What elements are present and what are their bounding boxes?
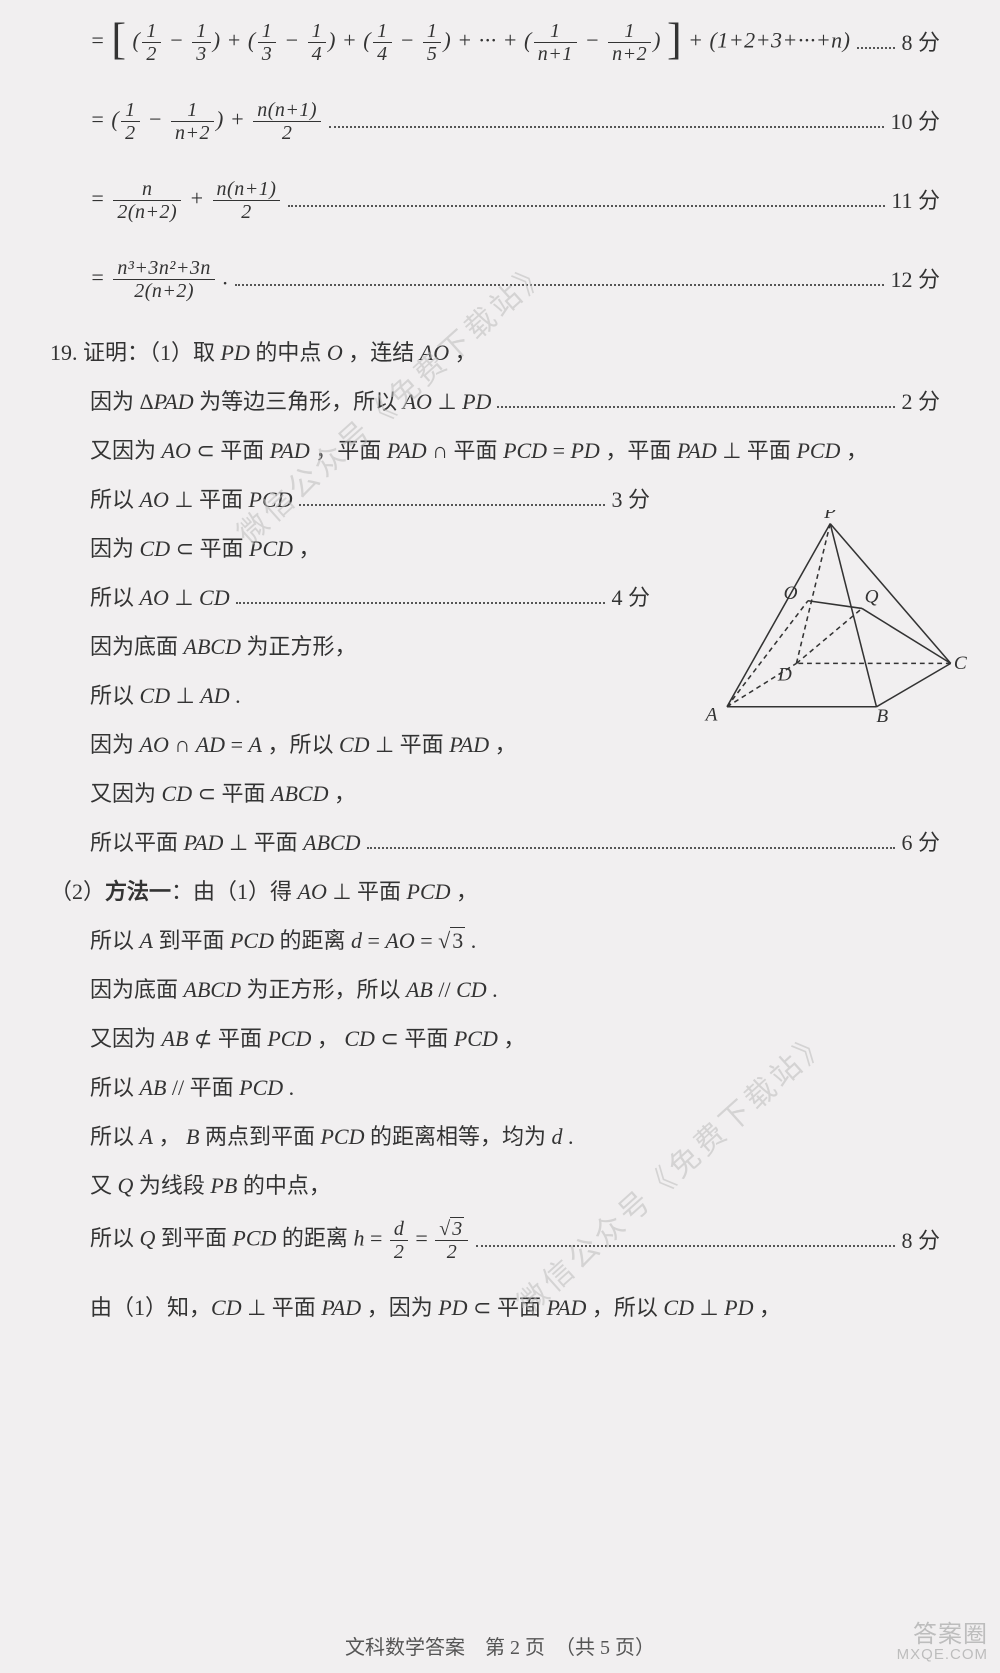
proof-line: 所以 AO ⊥ 平面 PCD 3 分 (90, 483, 650, 516)
score: 2 分 (901, 385, 940, 418)
proof-line-h: 所以 Q 到平面 PCD 的距离 h = d2 = 32 8 分 (90, 1218, 940, 1263)
score: 10 分 (890, 105, 940, 138)
equation-line-1: = [ (12 − 13) + (13 − 14) + (14 − 15) + … (90, 20, 940, 65)
proof-line: 因为 AO ∩ AD = A ，所以 CD ⊥ 平面 PAD ， (90, 728, 940, 761)
svg-text:O: O (784, 583, 798, 604)
equation-line-3: = n2(n+2) + n(n+1)2 11 分 (90, 178, 940, 223)
proof-part2: （2）方法一：由（1）得 AO ⊥ 平面 PCD ， (50, 875, 940, 908)
svg-text:B: B (876, 706, 888, 727)
proof-line: 所以 AB // 平面 PCD . (90, 1071, 940, 1104)
proof-line: 所以 A ， B 两点到平面 PCD 的距离相等，均为 d . (90, 1120, 940, 1153)
proof-line: 所以 AO ⊥ CD 4 分 (90, 581, 650, 614)
score: 8 分 (901, 26, 940, 59)
score: 11 分 (891, 184, 940, 217)
proof-line: 因为底面 ABCD 为正方形，所以 AB // CD . (90, 973, 940, 1006)
svg-text:D: D (777, 665, 792, 686)
proof-19-intro: 19. 证明：（1）取 PD 的中点 O ，连结 AO ， (50, 336, 940, 369)
corner-watermark: 答案圈 MXQE.COM (897, 1622, 988, 1663)
page-footer: 文科数学答案 第 2 页 （共 5 页） (0, 1633, 1000, 1663)
svg-text:Q: Q (865, 587, 879, 608)
proof-line: 由（1）知，CD ⊥ 平面 PAD ，因为 PD ⊂ 平面 PAD ，所以 CD… (90, 1291, 940, 1324)
proof-line: 又因为 AO ⊂ 平面 PAD ，平面 PAD ∩ 平面 PCD = PD ，平… (90, 434, 940, 467)
equation-line-2: = (12 − 1n+2) + n(n+1)2 10 分 (90, 99, 940, 144)
pyramid-diagram: P A B C D O Q (700, 510, 970, 730)
svg-text:C: C (954, 653, 968, 674)
proof-line: 又 Q 为线段 PB 的中点， (90, 1169, 940, 1202)
score: 8 分 (901, 1224, 940, 1257)
score: 12 分 (890, 263, 940, 296)
corner-text-2: MXQE.COM (897, 1647, 988, 1663)
proof-line: 所以 A 到平面 PCD 的距离 d = AO = 3 . (90, 924, 940, 957)
proof-line: 又因为 AB ⊄ 平面 PCD ， CD ⊂ 平面 PCD ， (90, 1022, 940, 1055)
score: 3 分 (611, 483, 650, 516)
svg-text:P: P (823, 510, 836, 523)
equation-line-4: = n³+3n²+3n2(n+2) . 12 分 (90, 257, 940, 302)
proof-line: 因为 ΔPAD 为等边三角形，所以 AO ⊥ PD 2 分 (90, 385, 940, 418)
proof-line: 又因为 CD ⊂ 平面 ABCD ， (90, 777, 940, 810)
score: 4 分 (611, 581, 650, 614)
corner-text-1: 答案圈 (897, 1622, 988, 1647)
proof-line: 所以平面 PAD ⊥ 平面 ABCD 6 分 (90, 826, 940, 859)
score: 6 分 (901, 826, 940, 859)
svg-text:A: A (704, 704, 718, 725)
